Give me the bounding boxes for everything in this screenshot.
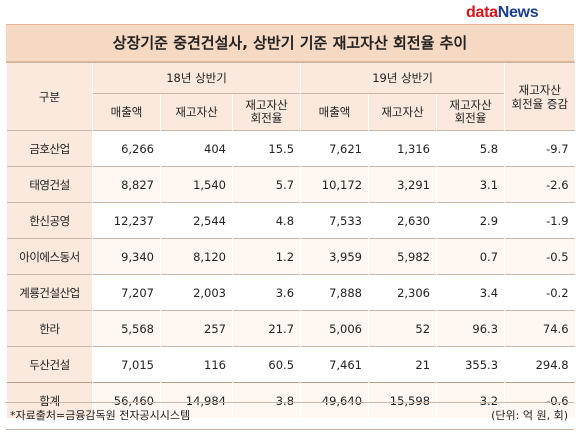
table-row: 한신공영 12,237 2,544 4.8 7,533 2,630 2.9 -1.9 [6, 202, 575, 239]
value-cell: 355.3 [436, 346, 505, 383]
value-cell: -1.9 [504, 202, 575, 239]
value-cell: 294.8 [504, 346, 575, 383]
header-sales-2018: 매출액 [92, 93, 161, 131]
value-cell: 7,207 [92, 274, 161, 311]
table-footer: *자료출처=금융감독원 전자공시시스템 (단위: 억 원, 회) [6, 402, 574, 430]
company-name-cell: 계룡건설산업 [6, 274, 93, 311]
value-cell: 5,006 [300, 310, 369, 347]
company-name-cell: 금호산업 [6, 130, 93, 167]
value-cell: 8,827 [92, 166, 161, 203]
value-cell: -0.5 [504, 238, 575, 275]
company-name-cell: 태영건설 [6, 166, 93, 203]
value-cell: 4.8 [231, 202, 301, 239]
table-total-row: 합계 56,460 14,984 3.8 49,640 15,598 3.2 -0.6 [6, 382, 575, 418]
value-cell: 7,015 [92, 346, 161, 383]
value-cell: 12,237 [92, 202, 161, 239]
value-cell: 14,984 [160, 382, 233, 418]
header-inventory-2018: 재고자산 [160, 93, 233, 131]
value-cell: 7,888 [300, 274, 369, 311]
value-cell: 15.5 [231, 130, 301, 167]
value-cell: -9.7 [504, 130, 575, 167]
value-cell: 21.7 [231, 310, 301, 347]
header-row-label: 구분 [6, 62, 93, 131]
value-cell: 5.7 [231, 166, 301, 203]
value-cell: 3,291 [368, 166, 437, 203]
logo-news-text: News [497, 4, 539, 21]
table-row: 아이에스동서 9,340 8,120 1.2 3,959 5,982 0.7 -0.5 [6, 238, 575, 275]
company-name-cell: 한신공영 [6, 202, 93, 239]
logo-data-text: data [466, 4, 498, 21]
value-cell: 0.7 [436, 238, 505, 275]
header-period-2018: 18년 상반기 [91, 62, 301, 94]
value-cell: 1,540 [160, 166, 233, 203]
turnover-table: 구분 18년 상반기 19년 상반기 재고자산 회전율 증감 매출액 재고자산 … [6, 62, 575, 418]
value-cell: 5.8 [436, 130, 505, 167]
value-cell: 3.1 [436, 166, 505, 203]
value-cell: 5,982 [368, 238, 437, 275]
value-cell: -0.2 [504, 274, 575, 311]
table-body: 금호산업 6,266 404 15.5 7,621 1,316 5.8 -9.7 태영건설 8,8… [6, 130, 575, 418]
unit-note: (단위: 억 원, 회) [491, 409, 568, 422]
table-row: 두산건설 7,015 116 60.5 7,461 21 355.3 294.8 [6, 346, 575, 383]
value-cell: -0.6 [504, 382, 575, 418]
datanews-logo: dataNews [466, 4, 539, 22]
header-turnover-2018: 재고자산 회전율 [231, 93, 301, 131]
table-title: 상장기준 중견건설사, 상반기 기준 재고자산 회전율 추이 [6, 24, 574, 62]
value-cell: 60.5 [231, 346, 301, 383]
value-cell: -2.6 [504, 166, 575, 203]
value-cell: 2.9 [436, 202, 505, 239]
value-cell: 1,316 [368, 130, 437, 167]
value-cell: 3.2 [436, 382, 505, 418]
value-cell: 6,266 [92, 130, 161, 167]
value-cell: 2,544 [160, 202, 233, 239]
value-cell: 96.3 [436, 310, 505, 347]
value-cell: 7,621 [300, 130, 369, 167]
value-cell: 7,533 [300, 202, 369, 239]
header-period-2019: 19년 상반기 [300, 62, 505, 94]
header-turnover-change: 재고자산 회전율 증감 [504, 62, 575, 131]
value-cell: 7,461 [300, 346, 369, 383]
header-inventory-2019: 재고자산 [368, 93, 437, 131]
value-cell: 257 [160, 310, 233, 347]
value-cell: 21 [368, 346, 437, 383]
value-cell: 3,959 [300, 238, 369, 275]
value-cell: 74.6 [504, 310, 575, 347]
value-cell: 3.8 [231, 382, 301, 418]
value-cell: 3.4 [436, 274, 505, 311]
value-cell: 404 [160, 130, 233, 167]
value-cell: 15,598 [368, 382, 437, 418]
header-sales-2019: 매출액 [300, 93, 369, 131]
value-cell: 2,306 [368, 274, 437, 311]
value-cell: 10,172 [300, 166, 369, 203]
company-name-cell: 아이에스동서 [6, 238, 93, 275]
value-cell: 8,120 [160, 238, 233, 275]
value-cell: 49,640 [300, 382, 369, 418]
source-note: *자료출처=금융감독원 전자공시시스템 [10, 409, 191, 422]
value-cell: 5,568 [92, 310, 161, 347]
value-cell: 2,003 [160, 274, 233, 311]
value-cell: 52 [368, 310, 437, 347]
header-turnover-2019: 재고자산 회전율 [436, 93, 505, 131]
value-cell: 116 [160, 346, 233, 383]
table-row: 금호산업 6,266 404 15.5 7,621 1,316 5.8 -9.7 [6, 130, 575, 167]
value-cell: 56,460 [92, 382, 161, 418]
value-cell: 9,340 [92, 238, 161, 275]
company-name-cell: 합계 [6, 382, 93, 418]
value-cell: 1.2 [231, 238, 301, 275]
company-name-cell: 한라 [6, 310, 93, 347]
value-cell: 3.6 [231, 274, 301, 311]
table-row: 한라 5,568 257 21.7 5,006 52 96.3 74.6 [6, 310, 575, 347]
value-cell: 2,630 [368, 202, 437, 239]
company-name-cell: 두산건설 [6, 346, 93, 383]
table-row: 계룡건설산업 7,207 2,003 3.6 7,888 2,306 3.4 -0.2 [6, 274, 575, 311]
table-row: 태영건설 8,827 1,540 5.7 10,172 3,291 3.1 -2.6 [6, 166, 575, 203]
